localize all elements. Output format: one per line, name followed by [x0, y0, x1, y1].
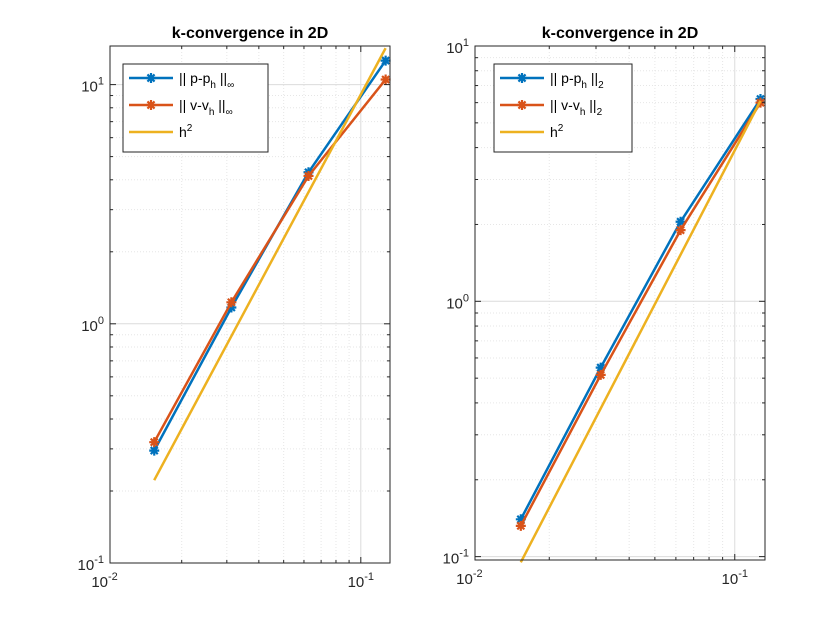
legend-label: || p-ph ||2 [550, 70, 604, 91]
legend-label: || p-ph ||∞ [179, 70, 234, 91]
axes-box [474, 45, 766, 561]
data-point [149, 437, 160, 448]
legend: || p-ph ||∞ || v-vh ||∞ h2 [122, 63, 269, 153]
data-point [226, 297, 237, 308]
data-point [515, 520, 526, 531]
series-line [153, 78, 387, 443]
series-3 [519, 100, 762, 563]
data-point [515, 514, 526, 525]
x-tick-label: 10-2 [456, 568, 482, 588]
y-tick-label: 101 [446, 37, 469, 57]
legend-entry: || p-ph ||∞ [129, 70, 234, 91]
y-tick-label: 100 [81, 315, 104, 335]
series-line [153, 47, 387, 481]
series-line [519, 100, 762, 563]
legend-label: h2 [179, 123, 193, 140]
data-point [675, 216, 686, 227]
y-tick-label: 10-1 [443, 548, 469, 568]
legend: || p-ph ||2 || v-vh ||2 h2 [493, 63, 633, 153]
legend-marker [146, 73, 156, 83]
legend-entry: || p-ph ||2 [500, 70, 604, 91]
legend-marker [146, 100, 156, 110]
legend-entry: h2 [500, 123, 564, 140]
legend-label: || v-vh ||2 [550, 97, 603, 118]
data-point [675, 225, 686, 236]
y-tick-label: 100 [446, 292, 469, 312]
data-point [595, 362, 606, 373]
grid [110, 46, 390, 564]
legend-entry: h2 [129, 123, 193, 140]
x-tick-label: 10-2 [91, 571, 117, 591]
data-point [149, 445, 160, 456]
legend-entry: || v-vh ||∞ [129, 97, 233, 118]
tick-marks [110, 46, 390, 564]
y-tick-label: 10-1 [78, 554, 104, 574]
data-point [226, 302, 237, 313]
series-line [519, 98, 762, 520]
data-point [303, 170, 314, 181]
legend-marker [517, 73, 527, 83]
data-point [380, 74, 391, 85]
data-point [595, 369, 606, 380]
x-tick-label: 10-1 [348, 571, 374, 591]
x-tick-label: 10-1 [722, 568, 748, 588]
tick-marks [475, 45, 765, 560]
legend-marker [517, 100, 527, 110]
series-line [519, 101, 762, 527]
axes-box [109, 45, 391, 564]
chart-title: k-convergence in 2D [172, 25, 329, 42]
series-2 [149, 74, 391, 448]
legend-label: || v-vh ||∞ [179, 97, 233, 118]
y-tick-label: 101 [81, 76, 104, 96]
series-3 [153, 47, 387, 481]
data-point [380, 55, 391, 66]
legend-label: h2 [550, 123, 564, 140]
chart-title: k-convergence in 2D [542, 25, 699, 42]
legend-entry: || v-vh ||2 [500, 97, 603, 118]
